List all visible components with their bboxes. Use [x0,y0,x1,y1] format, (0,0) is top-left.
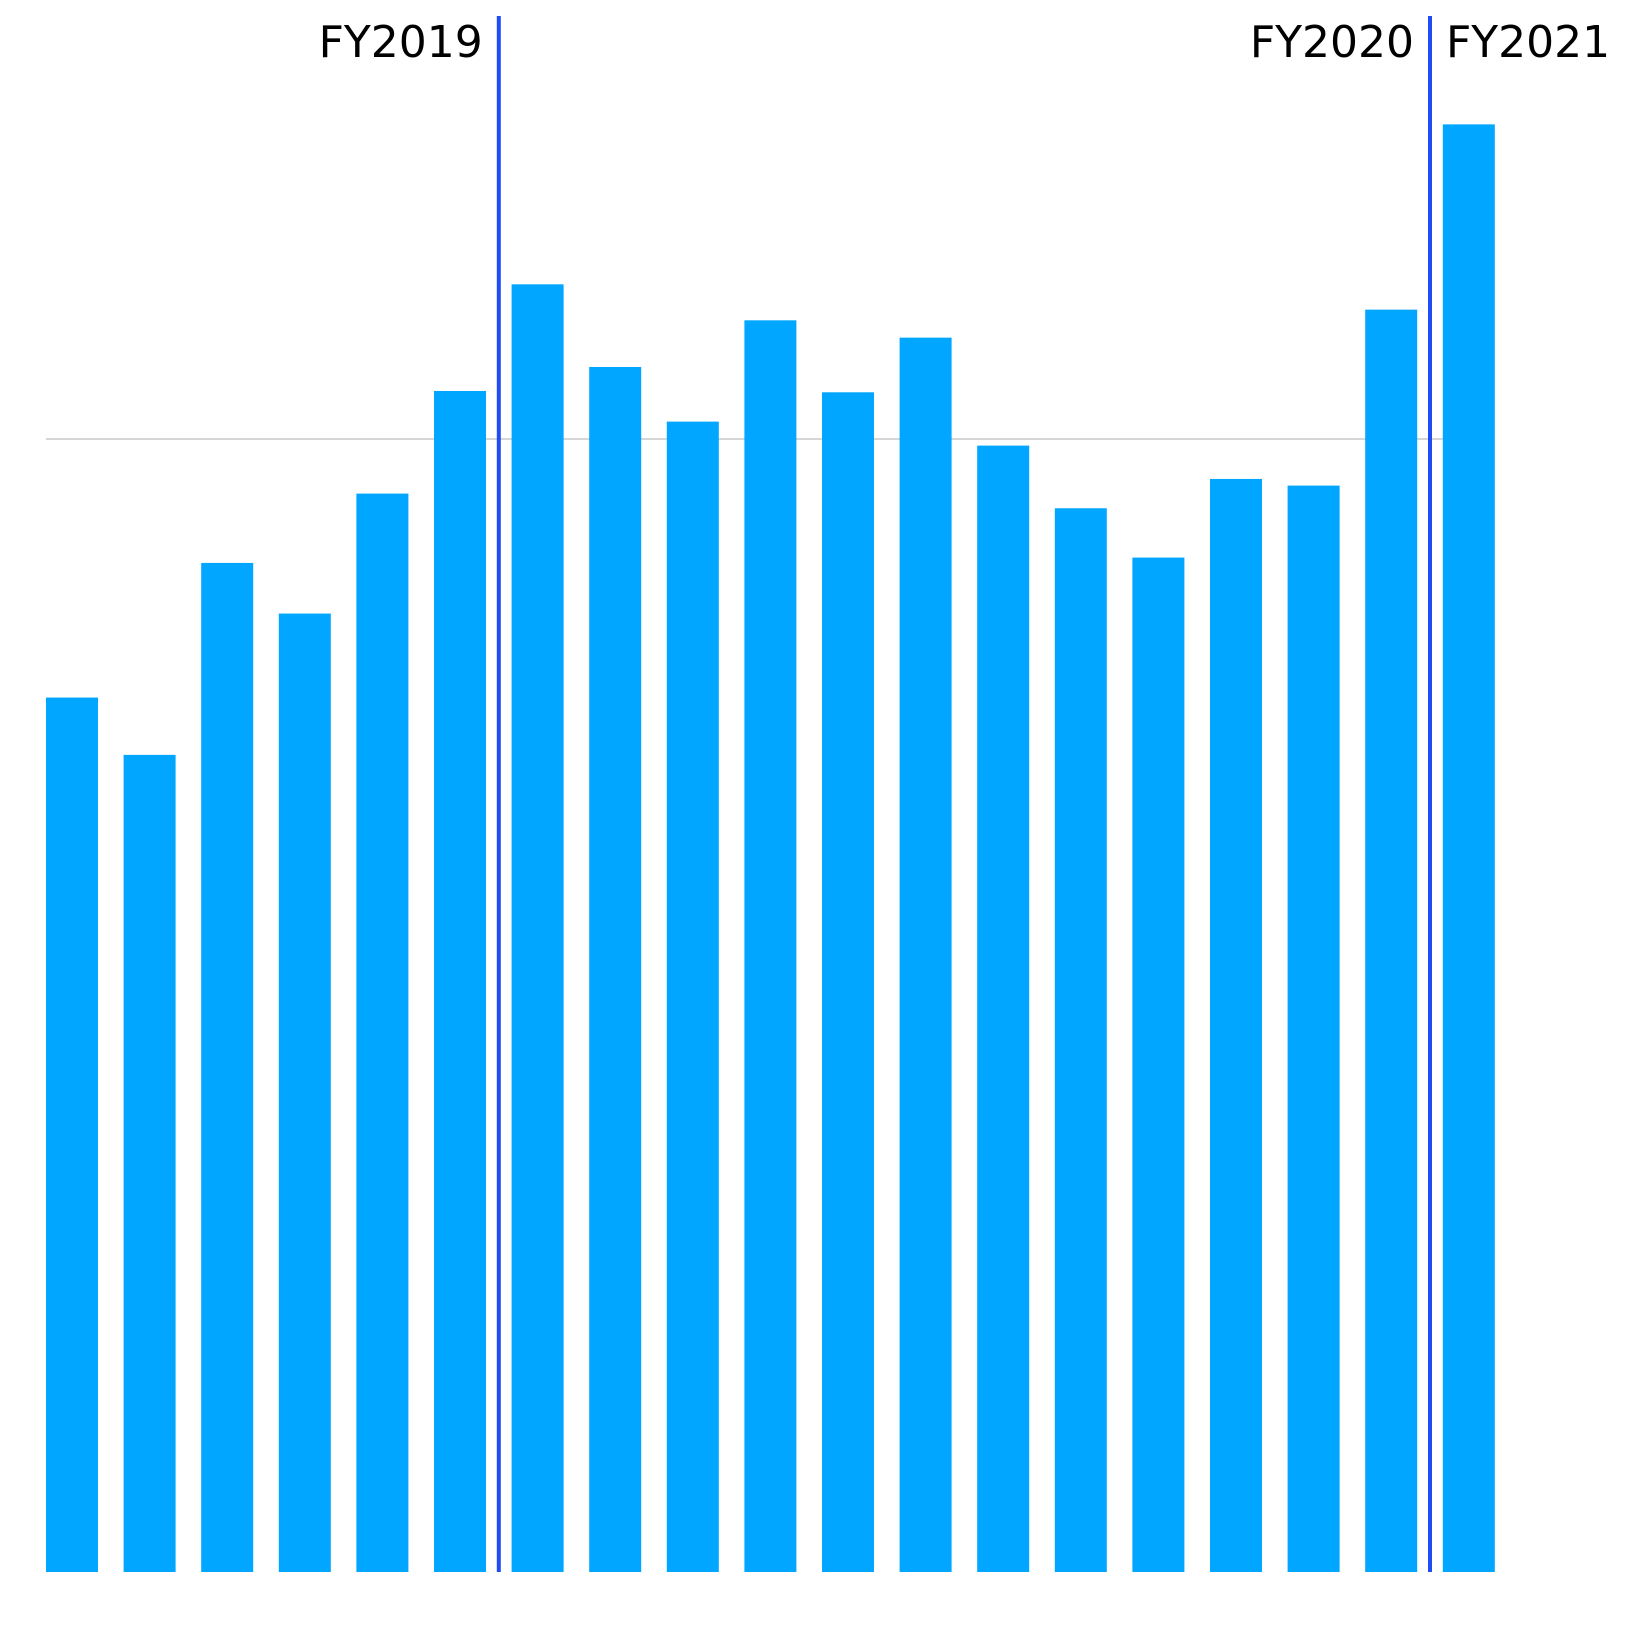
bar-1 [46,697,98,1572]
bar-3 [201,562,254,1572]
bar-4 [278,613,331,1572]
bar-8 [589,366,642,1572]
bar-11 [822,392,874,1572]
fiscal-year-labels: FY2019 FY2020 FY2021 [319,17,1611,68]
bar-7 [511,284,564,1572]
bar-17 [1287,485,1340,1573]
bar-15 [1132,557,1185,1572]
bar-6 [434,390,486,1572]
fy-label-fy2019: FY2019 [319,17,483,68]
bar-18 [1365,309,1418,1573]
bar-10 [744,320,797,1572]
bar-14 [1054,508,1107,1572]
bar-16 [1210,478,1262,1573]
fy-label-fy2021: FY2021 [1446,17,1610,68]
bar-12 [899,337,952,1573]
bar-13 [977,445,1030,1572]
fy-label-fy2020: FY2020 [1250,17,1414,68]
bar-9 [666,421,719,1573]
fiscal-year-markers [496,16,1432,1572]
bar-5 [356,493,409,1572]
bar-19 [1442,124,1495,1572]
bar-2 [123,754,176,1572]
bars [46,124,1495,1573]
